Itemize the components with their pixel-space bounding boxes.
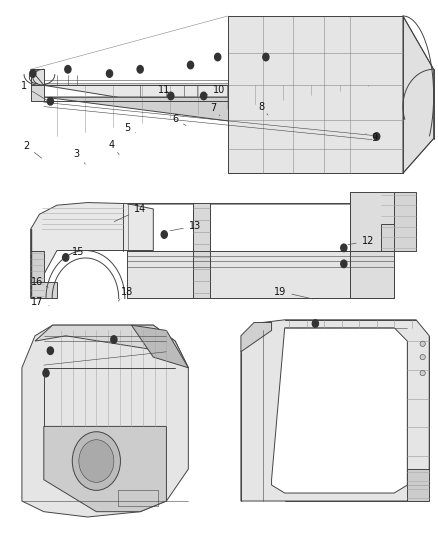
Polygon shape	[22, 325, 188, 517]
Text: 6: 6	[172, 115, 186, 125]
Circle shape	[30, 70, 36, 77]
Text: 18: 18	[118, 287, 133, 301]
Ellipse shape	[420, 341, 425, 346]
Text: 11: 11	[158, 85, 170, 94]
Polygon shape	[350, 192, 394, 298]
Polygon shape	[272, 328, 407, 493]
Text: 19: 19	[274, 287, 313, 299]
Polygon shape	[381, 192, 416, 251]
Polygon shape	[228, 16, 403, 173]
Polygon shape	[44, 97, 372, 140]
Text: 8: 8	[258, 102, 268, 115]
Circle shape	[137, 66, 143, 73]
Text: 10: 10	[207, 85, 225, 95]
Circle shape	[263, 53, 269, 61]
Polygon shape	[127, 251, 394, 298]
Polygon shape	[44, 426, 166, 512]
Circle shape	[79, 440, 114, 482]
Text: 14: 14	[114, 205, 146, 222]
Circle shape	[106, 70, 113, 77]
Ellipse shape	[420, 370, 425, 376]
Polygon shape	[31, 69, 44, 85]
Text: 4: 4	[109, 140, 119, 155]
Circle shape	[215, 53, 221, 61]
Polygon shape	[131, 325, 188, 368]
Polygon shape	[31, 203, 153, 298]
Text: 5: 5	[124, 123, 136, 133]
Circle shape	[43, 369, 49, 377]
Circle shape	[47, 347, 53, 354]
Polygon shape	[31, 85, 44, 101]
Text: 2: 2	[23, 141, 42, 158]
Text: 3: 3	[74, 149, 85, 164]
Circle shape	[187, 61, 194, 69]
Polygon shape	[241, 322, 272, 352]
Circle shape	[63, 254, 69, 261]
Polygon shape	[403, 16, 434, 173]
Circle shape	[341, 244, 347, 252]
Circle shape	[341, 260, 347, 268]
Circle shape	[111, 336, 117, 343]
Polygon shape	[31, 251, 44, 282]
Text: 1: 1	[21, 82, 48, 101]
Text: 9: 9	[366, 133, 378, 142]
Text: 13: 13	[170, 221, 201, 231]
Polygon shape	[193, 203, 210, 298]
Circle shape	[161, 231, 167, 238]
Polygon shape	[44, 85, 372, 139]
Text: 7: 7	[210, 103, 220, 116]
Polygon shape	[31, 282, 57, 298]
Polygon shape	[241, 320, 429, 501]
Circle shape	[168, 92, 174, 100]
Polygon shape	[35, 325, 188, 368]
Polygon shape	[407, 469, 429, 501]
Circle shape	[65, 66, 71, 73]
Circle shape	[47, 98, 53, 105]
Text: 16: 16	[31, 277, 48, 287]
Circle shape	[374, 133, 380, 140]
Text: 12: 12	[348, 236, 374, 246]
Text: 15: 15	[68, 247, 84, 257]
Text: 17: 17	[31, 297, 49, 307]
Ellipse shape	[420, 354, 425, 360]
Circle shape	[312, 320, 318, 327]
Circle shape	[201, 92, 207, 100]
Circle shape	[72, 432, 120, 490]
